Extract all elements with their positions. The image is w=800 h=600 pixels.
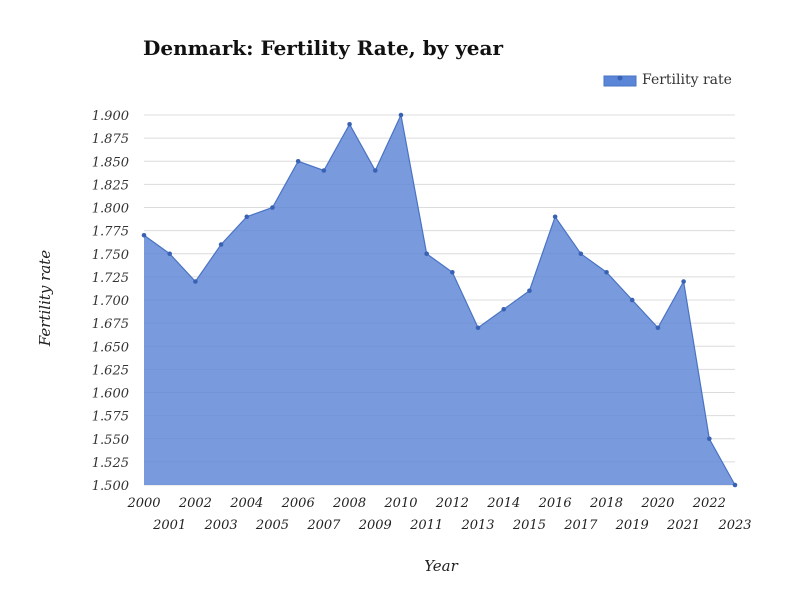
x-tick-label: 2021 <box>666 518 700 533</box>
y-axis-ticks: 1.500 1.525 1.550 1.575 1.600 1.625 1.650 1.675… <box>92 109 129 494</box>
legend: Fertility rate <box>603 72 732 88</box>
x-tick-label: 2006 <box>281 496 315 511</box>
area-fill <box>144 115 735 485</box>
series-line <box>143 113 736 486</box>
y-tick-label: 1.675 <box>92 317 129 332</box>
data-point <box>732 482 738 488</box>
x-axis-label: Year <box>424 557 458 575</box>
x-tick-label: 2009 <box>358 518 392 533</box>
x-tick-label: 2001 <box>152 518 186 533</box>
x-tick-label: 2016 <box>538 496 572 511</box>
data-point <box>707 436 712 442</box>
x-tick-label: 2020 <box>640 496 674 511</box>
y-axis-label: Fertility rate <box>36 250 54 347</box>
data-point <box>424 251 429 257</box>
x-tick-label: 2003 <box>204 518 238 533</box>
data-point <box>141 232 147 238</box>
y-tick-label: 1.575 <box>92 410 129 425</box>
y-tick-label: 1.700 <box>92 294 129 309</box>
x-tick-label: 2000 <box>126 496 160 511</box>
chart-title: Denmark: Fertility Rate, by year <box>143 36 504 60</box>
x-tick-label: 2010 <box>383 496 417 511</box>
data-point <box>193 279 198 284</box>
x-tick-label: 2012 <box>435 496 469 511</box>
y-tick-label: 1.650 <box>92 340 129 355</box>
x-tick-label: 2005 <box>255 518 289 533</box>
data-point <box>398 112 404 118</box>
data-point <box>604 269 609 275</box>
data-point <box>655 325 661 331</box>
data-point <box>218 242 224 247</box>
y-tick-label: 1.750 <box>92 248 129 263</box>
data-point <box>552 214 558 220</box>
data-point <box>629 297 635 303</box>
legend-marker <box>617 75 623 81</box>
x-tick-label: 2018 <box>589 496 623 511</box>
x-tick-label: 2013 <box>460 518 494 533</box>
data-point <box>475 325 481 331</box>
y-tick-label: 1.900 <box>92 109 129 124</box>
x-tick-label: 2014 <box>486 496 520 511</box>
data-point <box>244 214 250 220</box>
data-point <box>372 168 378 173</box>
legend-label: Fertility rate <box>642 72 732 88</box>
data-point <box>270 205 275 210</box>
y-tick-label: 1.875 <box>92 132 129 147</box>
x-tick-label: 2015 <box>512 518 546 533</box>
data-point <box>527 288 532 294</box>
x-tick-label: 2023 <box>717 518 751 533</box>
y-tick-label: 1.825 <box>92 178 129 193</box>
x-tick-label: 2002 <box>178 496 212 511</box>
data-point <box>295 158 301 164</box>
y-tick-label: 1.600 <box>92 387 129 402</box>
data-point <box>347 121 352 127</box>
data-point <box>578 251 584 257</box>
data-point <box>321 168 327 173</box>
y-tick-label: 1.525 <box>92 456 129 471</box>
y-tick-label: 1.800 <box>92 202 129 217</box>
x-axis-ticks: 2000 2001 2002 2003 2004 2005 2006 2007 2008 2009… <box>126 496 751 533</box>
data-point <box>167 251 172 257</box>
y-tick-label: 1.725 <box>92 271 129 286</box>
y-tick-label: 1.850 <box>92 155 129 170</box>
y-tick-label: 1.775 <box>92 225 129 240</box>
x-tick-label: 2007 <box>306 518 341 533</box>
x-tick-label: 2011 <box>409 518 443 533</box>
data-point <box>450 269 455 275</box>
x-tick-label: 2019 <box>615 518 649 533</box>
x-tick-label: 2004 <box>229 496 263 511</box>
y-tick-label: 1.500 <box>92 479 129 494</box>
y-tick-label: 1.550 <box>92 433 129 448</box>
x-tick-label: 2022 <box>692 496 726 511</box>
area-series <box>141 112 738 488</box>
data-point <box>501 306 507 312</box>
x-tick-label: 2008 <box>332 496 366 511</box>
y-tick-label: 1.625 <box>92 363 129 378</box>
data-point <box>681 279 686 284</box>
x-tick-label: 2017 <box>563 518 598 533</box>
